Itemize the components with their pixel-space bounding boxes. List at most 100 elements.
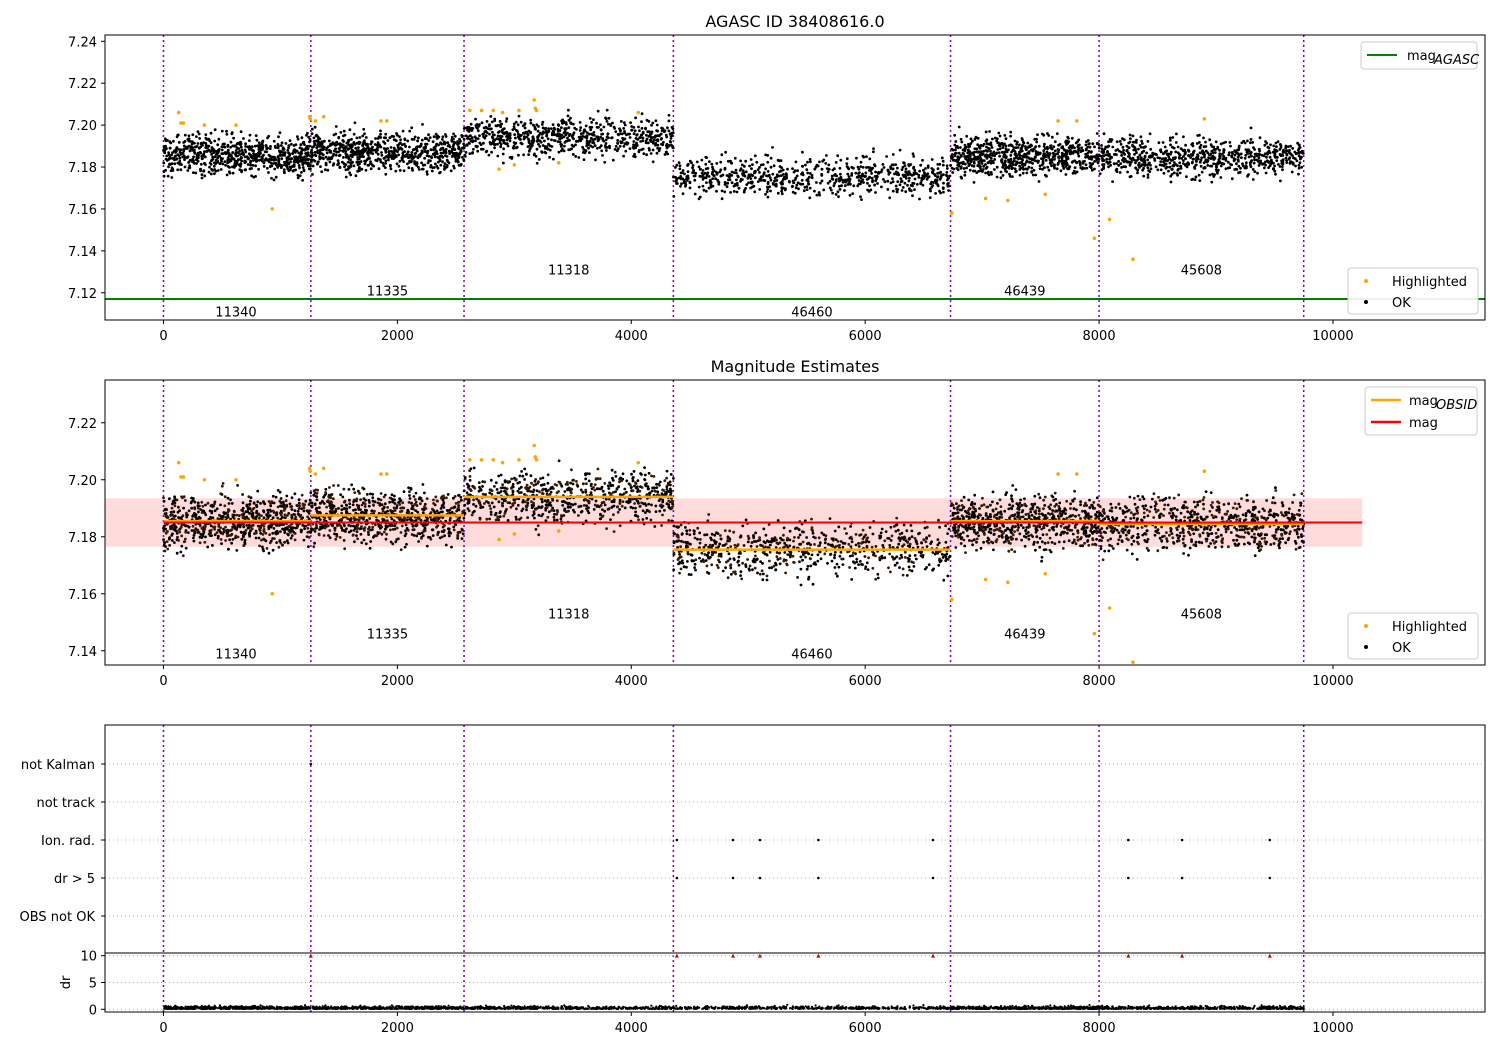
- ok-point: [1169, 174, 1173, 178]
- ok-point: [1137, 147, 1140, 151]
- obsid-label: 46460: [791, 306, 832, 321]
- ok-point: [651, 121, 655, 125]
- ok-point: [417, 136, 420, 140]
- ok-point: [975, 147, 979, 151]
- ok-point: [720, 174, 724, 178]
- ok-point: [1096, 141, 1099, 145]
- ok-point: [1115, 162, 1118, 165]
- ok-point: [1008, 172, 1011, 176]
- ok-point: [272, 155, 276, 159]
- ok-point: [769, 156, 773, 160]
- ok-point: [221, 162, 225, 166]
- ok-point: [750, 167, 753, 171]
- ok-point: [371, 152, 375, 156]
- highlighted-point: [313, 119, 318, 123]
- ok-point: [1236, 158, 1240, 162]
- ok-point: [978, 162, 981, 166]
- ok-point: [1023, 155, 1027, 159]
- ok-point: [354, 146, 358, 150]
- ok-point: [1059, 169, 1063, 173]
- ok-point: [276, 166, 280, 169]
- ok-point: [1076, 145, 1080, 149]
- ok-point: [336, 159, 340, 163]
- ok-point: [838, 179, 841, 183]
- ok-point: [736, 175, 740, 179]
- ok-point: [686, 164, 689, 167]
- ok-point: [317, 160, 320, 164]
- ok-point: [239, 140, 242, 144]
- ok-point: [309, 167, 312, 171]
- ok-point: [436, 134, 439, 138]
- ok-point: [183, 133, 187, 137]
- ok-point: [704, 155, 708, 159]
- ok-point: [169, 141, 173, 145]
- ok-point: [1169, 150, 1173, 154]
- ok-point: [196, 159, 200, 163]
- ok-point: [1033, 159, 1037, 162]
- ok-point: [279, 154, 283, 157]
- ok-point: [474, 117, 477, 121]
- ok-point: [572, 131, 576, 135]
- ok-point: [1135, 159, 1139, 162]
- ok-point: [488, 127, 492, 131]
- ok-point: [193, 141, 196, 145]
- ok-point: [167, 165, 170, 169]
- ok-point: [478, 134, 481, 138]
- ok-point: [707, 186, 711, 190]
- ok-point: [367, 149, 371, 152]
- ok-point: [951, 171, 955, 174]
- ok-point: [644, 141, 648, 145]
- ok-point: [324, 161, 328, 165]
- ok-point: [511, 146, 515, 150]
- ok-point: [968, 150, 972, 154]
- ok-point: [472, 147, 475, 151]
- ok-point: [913, 168, 917, 172]
- ok-point: [1102, 132, 1106, 136]
- ok-point: [168, 536, 172, 540]
- ok-point: [599, 123, 602, 127]
- highlighted-point: [176, 110, 181, 115]
- ok-point: [235, 142, 239, 146]
- ok-point: [614, 145, 618, 148]
- ok-point: [485, 131, 489, 135]
- ok-point: [1297, 154, 1301, 158]
- ok-point: [196, 517, 200, 521]
- ok-point: [883, 180, 887, 184]
- highlighted-point: [379, 119, 383, 123]
- ok-point: [780, 180, 784, 183]
- ok-point: [945, 171, 949, 174]
- ok-point: [1088, 142, 1091, 145]
- ok-point: [634, 116, 637, 120]
- ok-point: [239, 530, 243, 534]
- ok-point: [979, 167, 982, 170]
- ok-point: [547, 127, 551, 131]
- ok-point: [262, 528, 266, 531]
- ok-point: [1274, 172, 1277, 176]
- ok-point: [1056, 163, 1060, 166]
- ok-point: [1003, 150, 1007, 154]
- ok-point: [1178, 161, 1182, 165]
- ok-point: [165, 154, 169, 158]
- ok-point: [1125, 148, 1129, 152]
- ok-point: [164, 545, 168, 548]
- ok-point: [641, 132, 645, 135]
- ok-point: [771, 146, 774, 149]
- ok-point: [223, 145, 227, 149]
- ok-point: [941, 163, 945, 167]
- ok-point: [260, 142, 264, 146]
- ok-point: [665, 135, 669, 139]
- ok-point: [1268, 155, 1272, 159]
- ok-point: [1213, 156, 1217, 160]
- ok-point: [931, 181, 935, 184]
- ok-point: [1047, 168, 1051, 172]
- ok-point: [603, 160, 607, 164]
- ok-point: [397, 164, 401, 168]
- ok-point: [988, 154, 991, 157]
- ok-point: [557, 150, 561, 154]
- ok-point: [268, 158, 271, 161]
- ok-point: [221, 515, 225, 518]
- ok-point: [383, 166, 387, 170]
- ok-point: [496, 134, 500, 138]
- ok-point: [351, 160, 354, 164]
- ok-point: [302, 169, 306, 173]
